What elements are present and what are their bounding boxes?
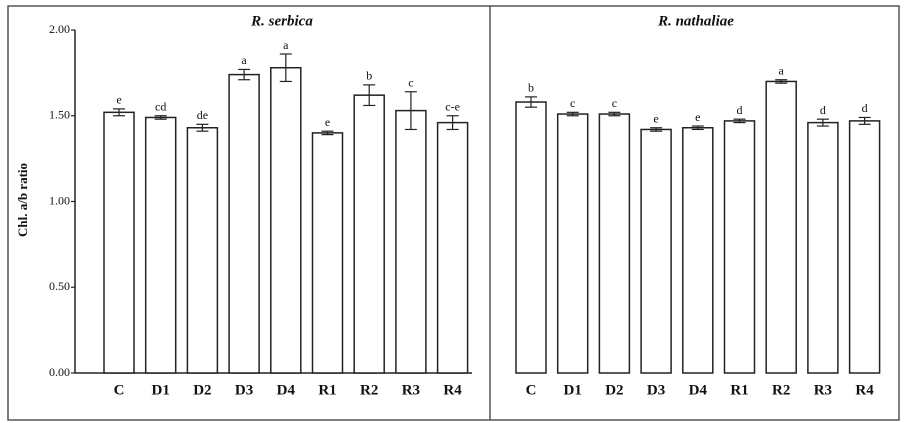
significance-letter: d — [820, 103, 826, 117]
x-tick-label: R2 — [772, 382, 790, 398]
frame — [7, 5, 900, 421]
x-tick-label: D2 — [605, 382, 623, 398]
x-tick-label: R2 — [360, 382, 378, 398]
x-tick-label: D1 — [564, 382, 582, 398]
significance-letter: a — [779, 63, 785, 77]
significance-letter: c — [612, 96, 617, 110]
bar — [848, 120, 881, 374]
bar — [353, 94, 385, 374]
significance-letter: e — [325, 115, 330, 129]
x-tick-label: D1 — [152, 382, 170, 398]
x-tick-label: R4 — [443, 382, 462, 398]
significance-letter: cd — [155, 100, 166, 114]
significance-letter: e — [695, 110, 700, 124]
bar — [186, 127, 219, 374]
x-tick-label: D3 — [647, 382, 665, 398]
bar — [598, 113, 631, 374]
bar — [311, 132, 344, 374]
panel-title: R. serbica — [250, 13, 313, 29]
bar — [640, 128, 672, 374]
y-tick-label: 2.00 — [49, 22, 70, 36]
bar — [556, 113, 589, 374]
bar — [682, 127, 714, 374]
y-axis-label: Chl. a/b ratio — [15, 163, 30, 237]
significance-letter: a — [241, 53, 247, 67]
bar — [395, 109, 427, 374]
y-tick-label: 0.00 — [49, 365, 70, 379]
bar — [144, 116, 177, 374]
y-tick-label: 0.50 — [49, 279, 70, 293]
bar — [515, 101, 547, 374]
significance-letter: c — [408, 75, 413, 89]
x-tick-label: R1 — [730, 382, 748, 398]
bar — [436, 121, 469, 374]
x-tick-label: R1 — [318, 382, 336, 398]
bar — [723, 120, 756, 374]
significance-letter: de — [197, 108, 208, 122]
bar — [765, 80, 797, 374]
y-tick-label: 1.00 — [49, 193, 70, 207]
significance-letter: c — [570, 96, 575, 110]
significance-letter: b — [528, 81, 534, 95]
significance-letter: e — [653, 112, 658, 126]
bar — [807, 121, 839, 374]
x-tick-label: R3 — [814, 382, 832, 398]
x-tick-label: D4 — [689, 382, 708, 398]
significance-letter: e — [116, 93, 121, 107]
x-tick-label: R4 — [855, 382, 874, 398]
significance-letter: c-e — [445, 100, 460, 114]
y-tick-label: 1.50 — [49, 108, 70, 122]
bar — [103, 111, 135, 374]
significance-letter: d — [737, 103, 743, 117]
significance-letter: a — [283, 38, 289, 52]
x-tick-label: C — [526, 382, 537, 398]
x-tick-label: C — [114, 382, 125, 398]
bar — [228, 73, 260, 374]
x-tick-label: D3 — [235, 382, 253, 398]
bar — [270, 66, 302, 374]
x-tick-label: D4 — [277, 382, 296, 398]
significance-letter: b — [366, 69, 372, 83]
x-tick-label: D2 — [193, 382, 211, 398]
panel-title: R. nathaliae — [657, 13, 734, 29]
significance-letter: d — [862, 101, 868, 115]
x-tick-label: R3 — [402, 382, 420, 398]
